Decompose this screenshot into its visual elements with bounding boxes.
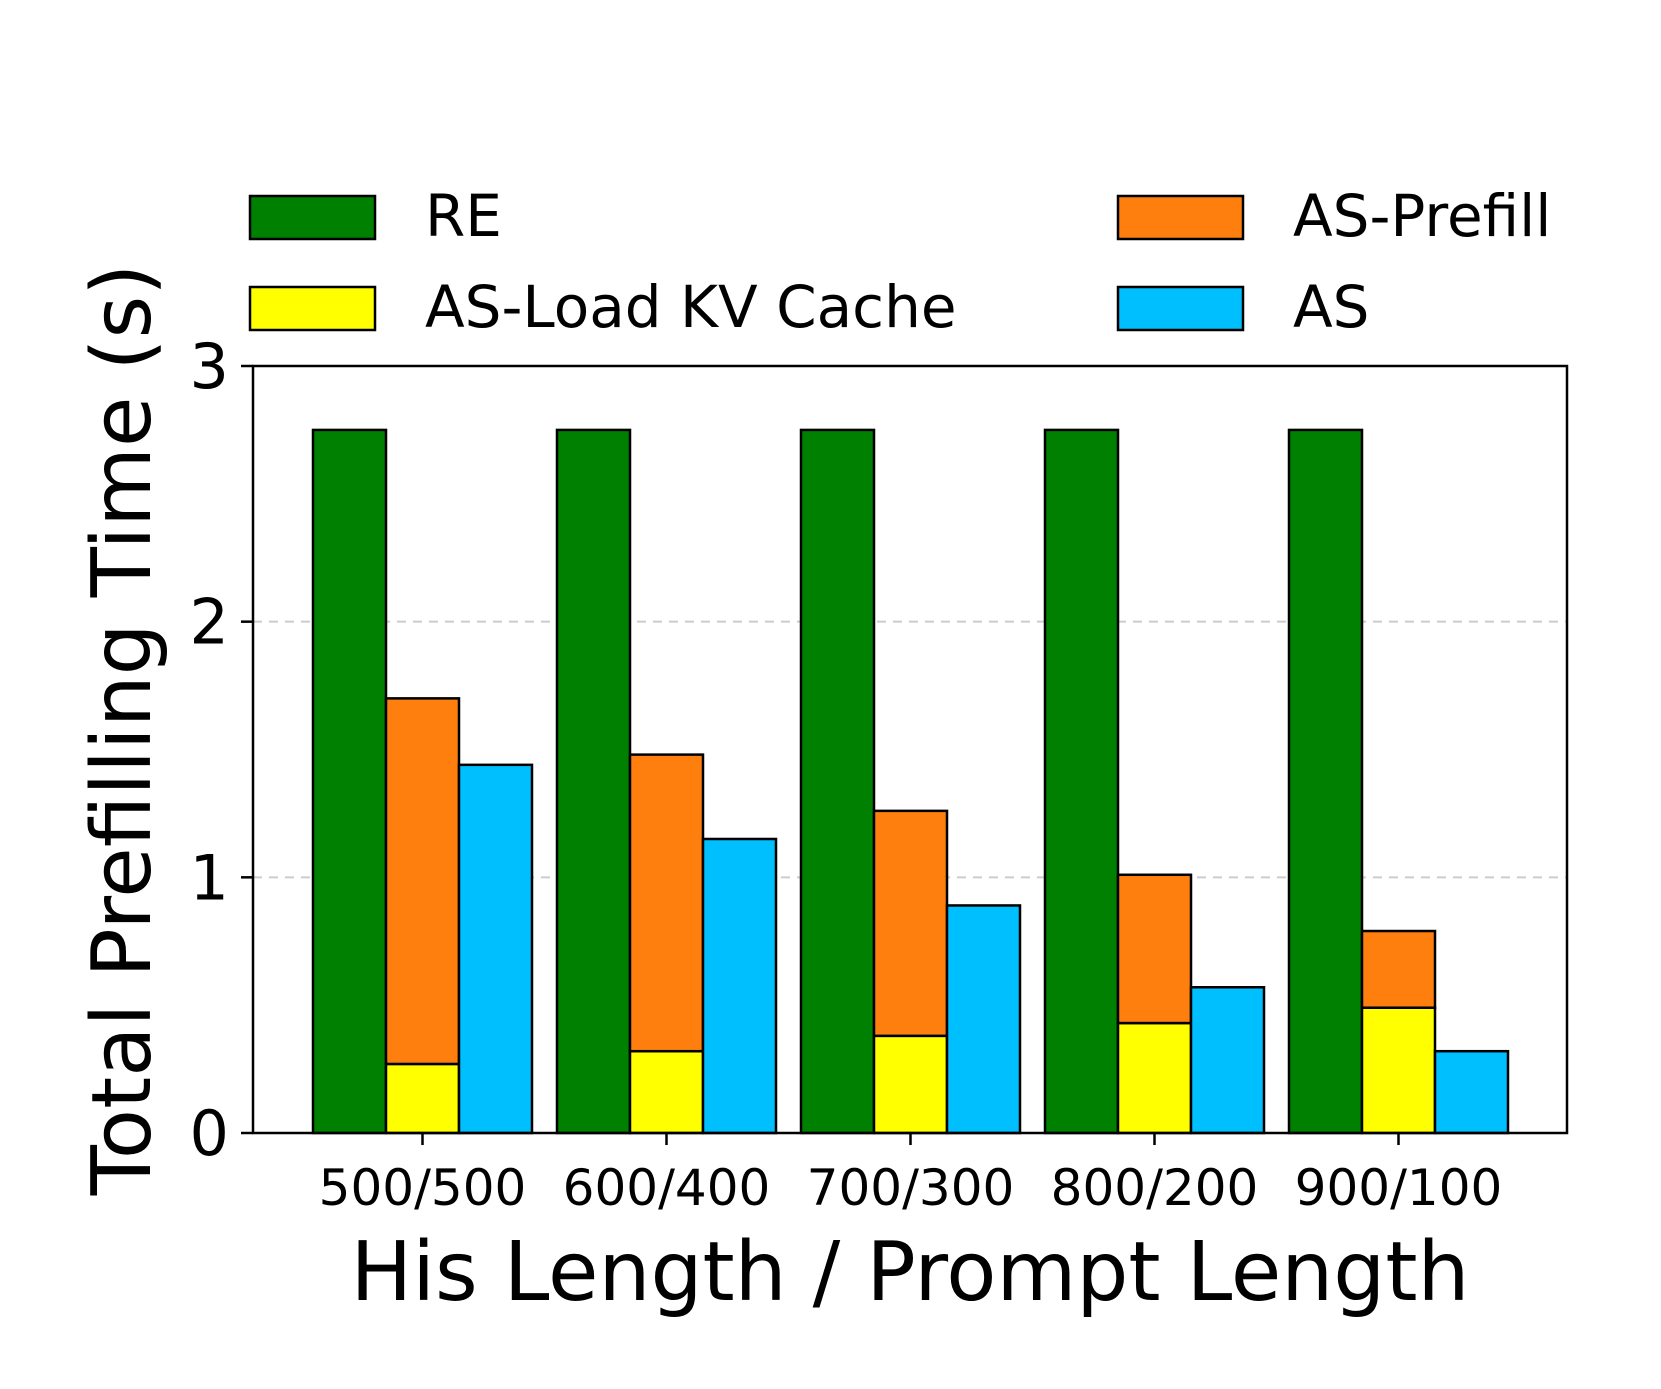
legend-label: AS [1293, 273, 1370, 341]
x-tick-label: 500/500 [319, 1159, 527, 1217]
bar-as-load-kv-cache [384, 1062, 461, 1135]
bar-re [1043, 428, 1120, 1135]
bar-as [701, 837, 778, 1135]
y-tick-label: 1 [190, 841, 229, 914]
legend: RE AS-Prefill AS-Load KV Cache AS [248, 182, 1551, 341]
x-tick-label: 600/400 [563, 1159, 771, 1217]
x-tick-label: 800/200 [1051, 1159, 1259, 1217]
legend-swatch [1116, 194, 1245, 241]
bar-as-load-kv-cache [1116, 1021, 1193, 1135]
bar-as-prefill [1116, 873, 1193, 1025]
bar-re [555, 428, 632, 1135]
bar-re [311, 428, 388, 1135]
bar-as-prefill [628, 753, 705, 1053]
bar-as-load-kv-cache [1360, 1006, 1437, 1135]
legend-label: AS-Prefill [1293, 182, 1551, 250]
y-axis-label: Total Prefilling Time (s) [75, 264, 170, 1196]
x-axis: 500/500 600/400 700/300 800/200 900/100 [319, 1133, 1503, 1217]
legend-swatch [248, 194, 377, 241]
x-tick-label: 900/100 [1295, 1159, 1503, 1217]
y-tick-label: 2 [190, 586, 229, 659]
legend-label: RE [425, 182, 502, 250]
bar-as [1433, 1049, 1510, 1135]
y-axis: 0 1 2 3 [190, 330, 253, 1170]
x-tick-label: 700/300 [807, 1159, 1015, 1217]
y-tick-label: 0 [190, 1097, 229, 1170]
legend-swatch [248, 285, 377, 332]
legend-label: AS-Load KV Cache [425, 273, 957, 341]
bar-as-load-kv-cache [872, 1034, 949, 1135]
x-axis-label: His Length / Prompt Length [351, 1225, 1470, 1320]
bar-as [457, 763, 534, 1135]
bar-re [799, 428, 876, 1135]
bars [311, 428, 1510, 1135]
bar-as-prefill [384, 697, 461, 1066]
legend-swatch [1116, 285, 1245, 332]
bar-as [1189, 986, 1266, 1135]
bar-as-load-kv-cache [628, 1049, 705, 1135]
bar-as [945, 904, 1022, 1135]
bar-as-prefill [1360, 929, 1437, 1009]
bar-as-prefill [872, 809, 949, 1038]
y-tick-label: 3 [190, 330, 229, 403]
bar-re [1287, 428, 1364, 1135]
